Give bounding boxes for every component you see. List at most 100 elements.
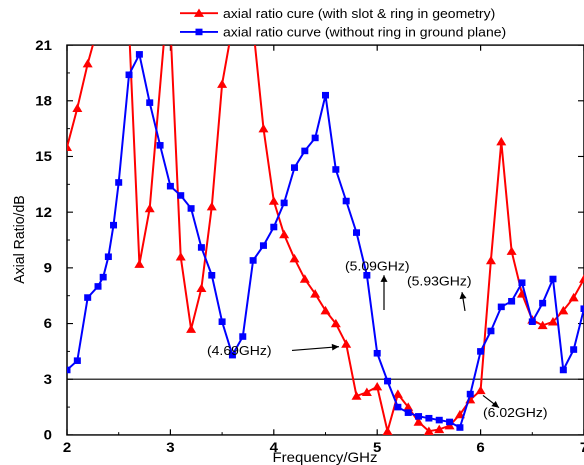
data-point-square (415, 413, 423, 420)
data-point-triangle (392, 389, 403, 398)
data-point-square (580, 305, 584, 312)
arrow-head-icon (331, 343, 339, 351)
data-point-triangle (568, 292, 579, 302)
data-point-square (528, 318, 536, 325)
data-point-square (301, 147, 309, 155)
series-layer (67, 22, 584, 435)
data-point-triangle (475, 385, 486, 395)
data-point-square (156, 142, 164, 149)
data-point-square (94, 283, 102, 290)
data-point-square (270, 223, 278, 231)
data-point-triangle (93, 22, 103, 30)
data-point-triangle (423, 426, 434, 435)
y-tick-label: 12 (35, 205, 52, 220)
data-point-square (570, 346, 578, 353)
data-point-triangle (175, 252, 186, 261)
data-point-triangle (434, 424, 445, 434)
annotation-label: (5.93GHz) (407, 274, 472, 289)
annotation-label: (6.02GHz) (483, 405, 548, 420)
data-point-square (259, 242, 267, 249)
data-point-square (146, 99, 154, 106)
data-point-square (67, 366, 71, 374)
data-point-square (218, 318, 226, 325)
legend-entry-series-2: axial ratio curve (without ring in groun… (180, 25, 506, 40)
data-point-square (73, 357, 81, 364)
arrow-head-icon (459, 292, 467, 300)
data-point-triangle (361, 387, 372, 396)
series-2 (67, 51, 584, 431)
data-point-triangle (289, 253, 300, 263)
y-tick-label: 15 (35, 150, 52, 165)
legend: axial ratio cure (with slot & ring in ge… (180, 6, 506, 40)
legend-label-series-1: axial ratio cure (with slot & ring in ge… (223, 6, 495, 21)
data-point-triangle (330, 318, 341, 328)
annotations: (4.69GHz) (5.09GHz)(5.93GHz) (6.02GHz) (207, 259, 548, 420)
data-point-square (363, 271, 371, 279)
data-point-triangle (496, 136, 507, 146)
data-point-square (311, 134, 319, 142)
series-1 (67, 22, 584, 435)
data-point-square (290, 164, 298, 171)
data-point-square (239, 333, 247, 340)
data-point-square (425, 414, 433, 422)
annotation-label: (4.69GHz) (207, 343, 272, 358)
data-point-square (197, 244, 205, 251)
data-point-square (549, 275, 557, 283)
data-point-square (99, 273, 107, 281)
y-tick-label: 0 (44, 428, 52, 443)
data-point-triangle (217, 79, 228, 88)
data-point-square (110, 221, 118, 229)
data-point-triangle (165, 22, 175, 30)
data-point-square (84, 294, 92, 301)
data-point-triangle (537, 320, 548, 330)
data-point-triangle (299, 274, 310, 283)
data-point-triangle (382, 426, 393, 435)
data-point-triangle (72, 103, 83, 112)
data-point-square (208, 271, 216, 279)
annotation-1: (4.69GHz) (207, 343, 340, 358)
y-tick-label: 18 (35, 94, 52, 109)
data-point-triangle (206, 201, 217, 211)
data-point-triangle (268, 196, 279, 205)
data-point-square (446, 418, 454, 426)
data-point-triangle (67, 142, 72, 151)
data-point-square (104, 253, 112, 261)
annotation-label: (5.09GHz) (345, 259, 410, 274)
data-point-square (404, 409, 412, 416)
data-point-square (497, 303, 505, 311)
legend-label-series-2: axial ratio curve (without ring in groun… (223, 25, 506, 40)
y-tick-label: 9 (44, 261, 52, 276)
legend-marker-square-icon (195, 28, 203, 36)
data-point-triangle (579, 274, 584, 283)
data-point-square (228, 351, 236, 359)
x-tick-label: 2 (63, 440, 71, 455)
data-point-triangle (506, 246, 517, 255)
x-tick-label: 4 (270, 440, 279, 455)
axis-ticks: 2 3 4 5 6 7 0 3 6 9 12 15 18 21 (35, 38, 584, 456)
data-point-square (125, 71, 133, 79)
data-point-square (187, 205, 195, 212)
data-point-square (508, 297, 516, 305)
data-point-square (353, 229, 361, 236)
data-point-square (466, 390, 474, 398)
data-point-square (166, 182, 174, 190)
data-point-triangle (134, 259, 145, 268)
data-point-square (539, 299, 547, 307)
data-point-square (115, 179, 123, 186)
data-point-square (135, 51, 143, 58)
y-tick-label: 6 (44, 317, 52, 332)
data-point-square (394, 403, 402, 411)
data-point-triangle (196, 283, 207, 293)
data-point-triangle (547, 317, 558, 326)
data-point-square (332, 166, 340, 173)
x-tick-label: 3 (166, 440, 174, 455)
data-point-triangle (558, 305, 569, 315)
data-point-triangle (279, 229, 290, 239)
annotation-4: (6.02GHz) (482, 395, 548, 420)
data-point-square (477, 348, 485, 355)
data-point-square (456, 424, 464, 431)
annotation-arrow-line (291, 346, 340, 351)
data-point-triangle (124, 22, 134, 30)
data-point-triangle (160, 22, 170, 30)
